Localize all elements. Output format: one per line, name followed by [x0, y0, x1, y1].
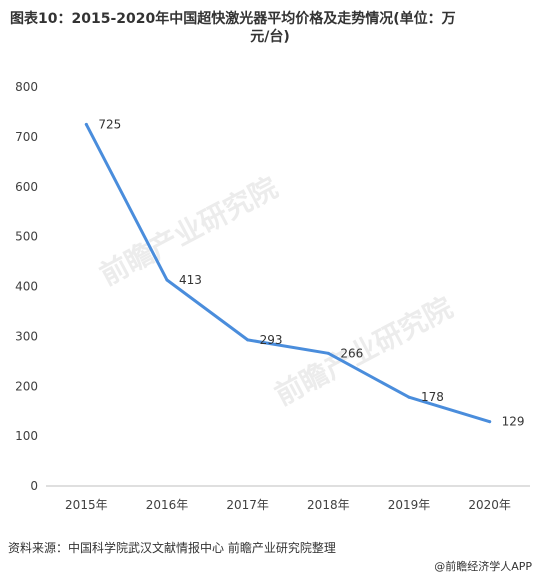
data-point [165, 278, 169, 282]
data-label: 413 [179, 273, 202, 287]
series-line [84, 122, 492, 424]
y-tick-label: 600 [15, 180, 38, 194]
y-tick-label: 300 [15, 329, 38, 343]
data-point [246, 338, 250, 342]
data-label: 129 [502, 415, 525, 429]
data-label: 266 [340, 346, 363, 360]
x-tick-label: 2019年 [388, 498, 431, 512]
data-point [407, 395, 411, 399]
y-tick-label: 700 [15, 130, 38, 144]
title-line-1: 图表10：2015-2020年中国超快激光器平均价格及走势情况(单位：万 [10, 11, 456, 27]
data-label: 725 [98, 117, 121, 131]
x-tick-label: 2020年 [468, 498, 511, 512]
y-tick-label: 800 [15, 80, 38, 94]
line-chart: 0 100 200 300 400 500 600 700 800 2015年 2016年 2017年… [15, 80, 530, 512]
y-tick-label: 100 [15, 429, 38, 443]
y-tick-label: 500 [15, 230, 38, 244]
y-tick-label: 400 [15, 280, 38, 294]
title-line-2: 元/台) [250, 29, 290, 45]
data-point [326, 351, 330, 355]
source-note: 资料来源：中国科学院武汉文献情报中心 前瞻产业研究院整理 [8, 541, 336, 555]
x-tick-label: 2018年 [307, 498, 350, 512]
data-label: 178 [421, 390, 444, 404]
x-tick-label: 2017年 [226, 498, 269, 512]
y-tick-label: 200 [15, 379, 38, 393]
data-point [84, 122, 88, 126]
x-tick-label: 2016年 [146, 498, 189, 512]
chart-title: 图表10：2015-2020年中国超快激光器平均价格及走势情况(单位：万 元/台… [10, 10, 530, 46]
y-tick-label: 0 [30, 479, 38, 493]
data-point [488, 420, 492, 424]
footer-credit: @前瞻经济学人APP [434, 560, 532, 573]
data-label: 293 [260, 333, 283, 347]
x-tick-label: 2015年 [65, 498, 108, 512]
